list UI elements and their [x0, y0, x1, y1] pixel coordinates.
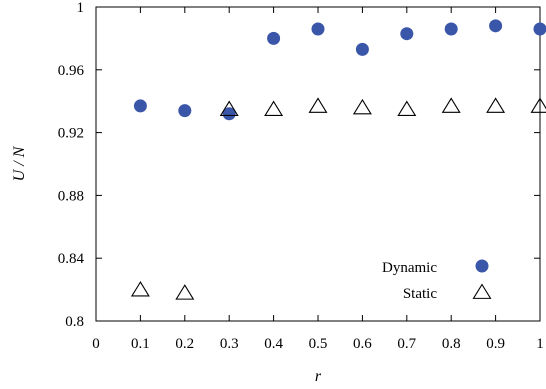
- static-point: [352, 98, 372, 115]
- y-tick-label: 0.92: [58, 126, 84, 142]
- x-tick-label: 0.1: [131, 336, 150, 352]
- dynamic-point: [355, 42, 369, 56]
- static-point: [308, 97, 328, 113]
- static-point: [530, 97, 546, 113]
- x-tick-label: 0.8: [442, 336, 461, 352]
- dynamic-point: [133, 99, 147, 113]
- x-tick-label: 0.7: [397, 336, 416, 352]
- static-point: [397, 100, 417, 116]
- static-point: [441, 97, 461, 113]
- x-axis: 0 0.1 0.2 0.3 0.4 0.5 0.6 0.7 0.8 0.9 1: [92, 7, 544, 352]
- y-tick-label: 0.8: [65, 314, 84, 330]
- x-tick-label: 0.3: [220, 336, 239, 352]
- x-tick-label: 0.9: [486, 336, 505, 352]
- data-points: [130, 19, 546, 300]
- legend-label-static: Static: [403, 286, 438, 302]
- dynamic-point: [222, 107, 236, 121]
- y-tick-label: 0.96: [58, 63, 85, 79]
- dynamic-point: [178, 104, 192, 118]
- static-point: [130, 281, 150, 297]
- y-tick-label: 1: [77, 0, 85, 16]
- x-tick-label: 0: [92, 336, 100, 352]
- dynamic-point: [444, 22, 458, 36]
- legend-label-dynamic: Dynamic: [382, 260, 437, 276]
- legend-marker-dynamic: [475, 259, 489, 273]
- x-axis-label: r: [315, 368, 322, 385]
- x-tick-label: 0.6: [353, 336, 372, 352]
- x-tick-label: 0.4: [264, 336, 283, 352]
- static-point: [264, 100, 284, 116]
- y-axis: 0.8 0.84 0.88 0.92 0.96 1: [58, 0, 540, 330]
- y-axis-label: U / N: [11, 145, 28, 181]
- dynamic-point: [311, 22, 325, 36]
- dynamic-point: [400, 27, 414, 41]
- static-point: [486, 97, 506, 113]
- dynamic-point: [489, 19, 503, 33]
- x-tick-label: 1: [536, 336, 544, 352]
- legend: Dynamic Static: [382, 259, 492, 302]
- y-tick-label: 0.88: [58, 188, 84, 204]
- plot-frame: [95, 6, 541, 322]
- x-tick-label: 0.5: [309, 336, 328, 352]
- static-point: [219, 100, 239, 116]
- dynamic-point: [533, 22, 546, 36]
- static-point: [175, 284, 195, 300]
- x-tick-label: 0.2: [175, 336, 194, 352]
- legend-marker-static: [472, 283, 492, 299]
- dynamic-point: [267, 31, 281, 45]
- y-tick-label: 0.84: [58, 251, 85, 267]
